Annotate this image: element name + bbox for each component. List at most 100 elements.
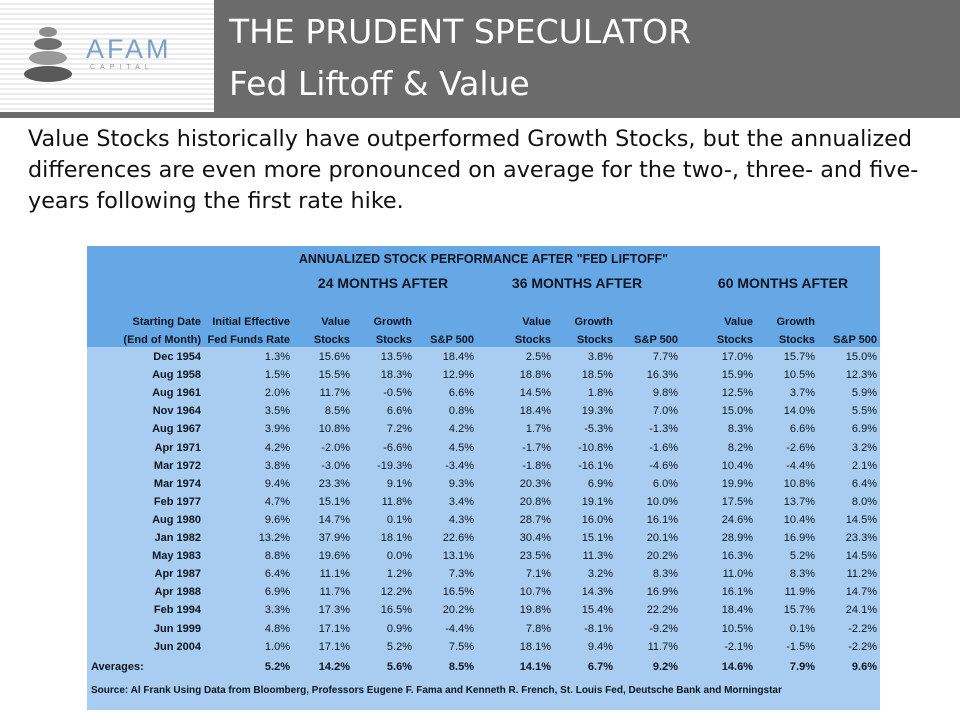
table-cell: 14.0% xyxy=(783,405,815,418)
table-cell: 11.3% xyxy=(582,550,613,563)
table-cell: 1.0% xyxy=(264,640,290,653)
average-cell: 14.2% xyxy=(318,660,350,673)
table-row: Aug 1967 3.9% 10.8% 7.2% 4.2% 1.7% -5.3% -1.3% 8… xyxy=(87,420,880,438)
table-cell: 11.2% xyxy=(846,568,877,581)
table-cell: 6.9% xyxy=(264,586,290,599)
table-row: Jun 1999 4.8% 17.1% 0.9% -4.4% 7.8% -8.1% -9.2%… xyxy=(87,620,880,638)
table-cell: 1.3% xyxy=(264,351,290,363)
table-cell: 2.1% xyxy=(851,459,877,472)
slide-subtitle: Fed Liftoff & Value xyxy=(229,64,530,103)
table-cell: 5.5% xyxy=(851,405,877,418)
table-cell: 9.8% xyxy=(652,387,678,400)
table-cell: -2.6% xyxy=(786,441,815,454)
table-cell: 13.1% xyxy=(442,550,474,563)
table-cell: 17.3% xyxy=(318,604,350,617)
table-cell: 9.4% xyxy=(587,640,613,653)
table-cell: 7.0% xyxy=(652,405,678,418)
table-row: Feb 1994 3.3% 17.3% 16.5% 20.2% 19.8% 15.4% 22.… xyxy=(87,601,880,619)
table-cell: 14.3% xyxy=(581,586,613,599)
table-cell: 6.0% xyxy=(652,477,678,490)
table-cell: 14.7% xyxy=(845,586,877,599)
table-cell: 23.5% xyxy=(519,550,551,563)
table-cell: 3.8% xyxy=(587,351,613,363)
table-cell: 11.1% xyxy=(319,568,350,581)
table-row: Nov 1964 3.5% 8.5% 6.6% 0.8% 18.4% 19.3% 7.0% 15… xyxy=(87,402,880,420)
table-cell: 15.5% xyxy=(318,369,350,382)
table-cell: 23.3% xyxy=(845,532,877,544)
table-title: ANNUALIZED STOCK PERFORMANCE AFTER "FED … xyxy=(298,252,669,266)
table-cell: 2.5% xyxy=(525,351,551,363)
table-cell: 20.1% xyxy=(646,532,678,544)
table-cell: 18.3% xyxy=(380,369,412,382)
row-date: Mar 1972 xyxy=(153,459,201,472)
average-cell: 14.6% xyxy=(721,660,753,673)
table-header xyxy=(87,246,880,347)
column-header: S&P 500 xyxy=(634,334,678,346)
table-cell: -1.7% xyxy=(522,441,551,454)
column-header: Growth xyxy=(776,316,816,328)
table-cell: 1.5% xyxy=(264,369,290,382)
table-cell: -2.1% xyxy=(724,640,753,653)
table-cell: 15.1% xyxy=(318,495,350,508)
table-cell: -10.8% xyxy=(578,441,613,454)
table-cell: 3.4% xyxy=(448,495,474,508)
row-date: Aug 1961 xyxy=(152,387,201,400)
column-header: Growth xyxy=(574,316,614,328)
period-header: 60 MONTHS AFTER xyxy=(717,275,849,291)
row-date: Dec 1954 xyxy=(153,351,201,363)
column-header: (End of Month) xyxy=(123,334,201,346)
table-cell: 18.4% xyxy=(519,405,551,418)
table-cell: 20.2% xyxy=(646,550,678,563)
table-cell: 18.1% xyxy=(380,532,412,544)
table-cell: 11.8% xyxy=(381,495,412,508)
column-header: Stocks xyxy=(375,334,412,346)
table-cell: 7.5% xyxy=(448,640,474,653)
table-cell: 16.3% xyxy=(721,550,753,563)
table-cell: 11.9% xyxy=(784,586,815,599)
row-date: Apr 1988 xyxy=(154,586,201,599)
table-cell: 3.3% xyxy=(264,604,290,617)
table-cell: 8.8% xyxy=(264,550,290,563)
average-cell: 7.9% xyxy=(789,660,815,673)
row-date: Apr 1971 xyxy=(154,441,201,454)
table-cell: 15.9% xyxy=(721,369,753,382)
logo-wordmark: AFAM xyxy=(86,34,172,64)
table-row: Apr 1988 6.9% 11.7% 12.2% 16.5% 10.7% 14.3% 16.… xyxy=(87,583,880,601)
table-cell: 7.7% xyxy=(652,351,678,363)
average-cell: 5.6% xyxy=(386,660,412,673)
table-cell: 18.8% xyxy=(519,369,551,382)
row-date: Aug 1967 xyxy=(152,423,201,436)
table-cell: 0.9% xyxy=(386,622,412,635)
column-header: Stocks xyxy=(576,334,613,346)
table-cell: 5.2% xyxy=(386,640,412,653)
column-header: Fed Funds Rate xyxy=(207,334,290,346)
column-header: Initial Effective xyxy=(212,316,290,328)
table-cell: 2.0% xyxy=(264,387,290,400)
table-row: Apr 1987 6.4% 11.1% 1.2% 7.3% 7.1% 3.2% 8.3% 11.… xyxy=(87,565,880,583)
table-cell: -5.3% xyxy=(584,423,613,436)
table-cell: -3.4% xyxy=(445,459,474,472)
table-cell: 6.9% xyxy=(587,477,613,490)
table-row: Feb 1977 4.7% 15.1% 11.8% 3.4% 20.8% 19.1% 10.0… xyxy=(87,493,880,511)
table-cell: -2.2% xyxy=(848,622,877,635)
table-cell: 3.2% xyxy=(587,568,613,581)
table-cell: 18.1% xyxy=(519,640,551,653)
table-cell: 14.7% xyxy=(318,513,350,526)
period-header: 24 MONTHS AFTER xyxy=(317,275,449,291)
table-cell: 15.7% xyxy=(783,604,815,617)
table-cell: 16.9% xyxy=(646,586,678,599)
table-cell: 13.2% xyxy=(258,532,290,544)
table-row: Apr 1971 4.2% -2.0% -6.6% 4.5% -1.7% -10.8% -1.… xyxy=(87,439,880,457)
table-cell: 1.2% xyxy=(386,568,412,581)
table-cell: 19.8% xyxy=(519,604,551,617)
table-cell: 10.5% xyxy=(721,622,753,635)
table-cell: 28.7% xyxy=(519,513,551,526)
table-cell: 15.4% xyxy=(581,604,613,617)
column-header: S&P 500 xyxy=(430,334,474,346)
table-cell: 6.6% xyxy=(448,387,474,400)
row-date: Mar 1974 xyxy=(153,477,201,490)
table-cell: 18.4% xyxy=(721,604,753,617)
table-cell: 4.7% xyxy=(264,495,290,508)
average-cell: 6.7% xyxy=(587,660,613,673)
table-cell: -19.3% xyxy=(377,459,412,472)
